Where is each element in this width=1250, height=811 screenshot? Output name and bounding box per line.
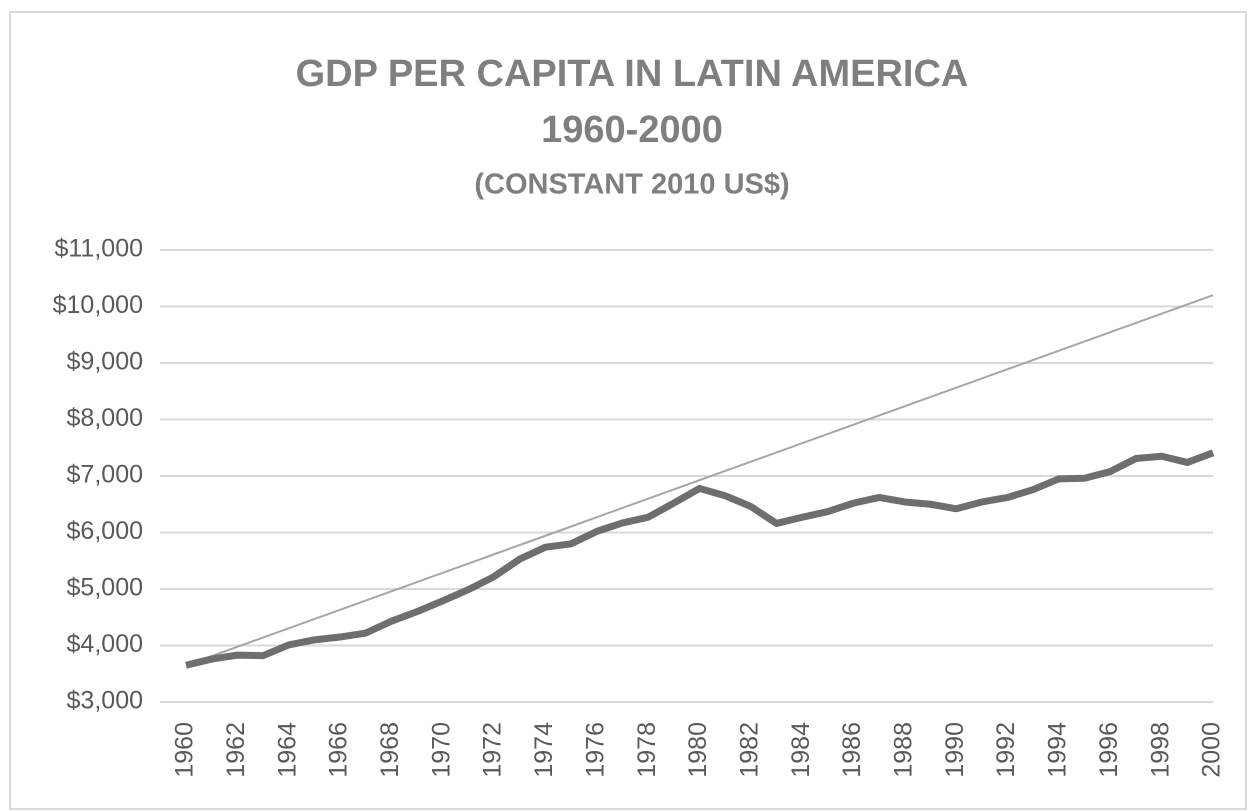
x-tick-label: 1996 [1095,722,1123,778]
x-tick-label: 1982 [735,722,763,778]
x-tick-label: 1988 [890,722,918,778]
chart-title: GDP PER CAPITA IN LATIN AMERICA [296,53,969,95]
x-tick-label: 1978 [633,722,661,778]
x-tick-label: 1994 [1044,722,1072,778]
y-tick-label: $10,000 [53,291,143,319]
y-tick-label: $6,000 [67,517,143,545]
chart-title: 1960-2000 [541,109,723,151]
y-tick-label: $8,000 [67,404,143,432]
x-tick-label: 1960 [171,722,199,778]
x-tick-label: 1964 [273,722,301,778]
y-tick-label: $3,000 [67,687,143,715]
chart-subtitle: (CONSTANT 2010 US$) [474,169,789,201]
chart-frame [9,11,1247,810]
x-tick-label: 1966 [325,722,353,778]
x-tick-label: 1968 [376,722,404,778]
x-tick-label: 2000 [1198,722,1226,778]
x-tick-label: 1976 [581,722,609,778]
x-tick-label: 1970 [427,722,455,778]
x-tick-label: 1986 [838,722,866,778]
x-tick-label: 1972 [479,722,507,778]
y-tick-label: $9,000 [67,348,143,376]
y-tick-label: $7,000 [67,461,143,489]
y-tick-label: $5,000 [67,574,143,602]
line-series [185,294,1214,667]
x-tick-label: 1998 [1146,722,1174,778]
x-tick-label: 1962 [222,722,250,778]
y-tick-label: $4,000 [67,630,143,658]
y-tick-label: $11,000 [54,235,143,263]
x-tick-label: 1990 [941,722,969,778]
line-series [185,449,1215,669]
x-tick-label: 1992 [992,722,1020,778]
x-tick-label: 1984 [787,722,815,778]
x-tick-label: 1974 [530,722,558,778]
x-tick-label: 1980 [684,722,712,778]
